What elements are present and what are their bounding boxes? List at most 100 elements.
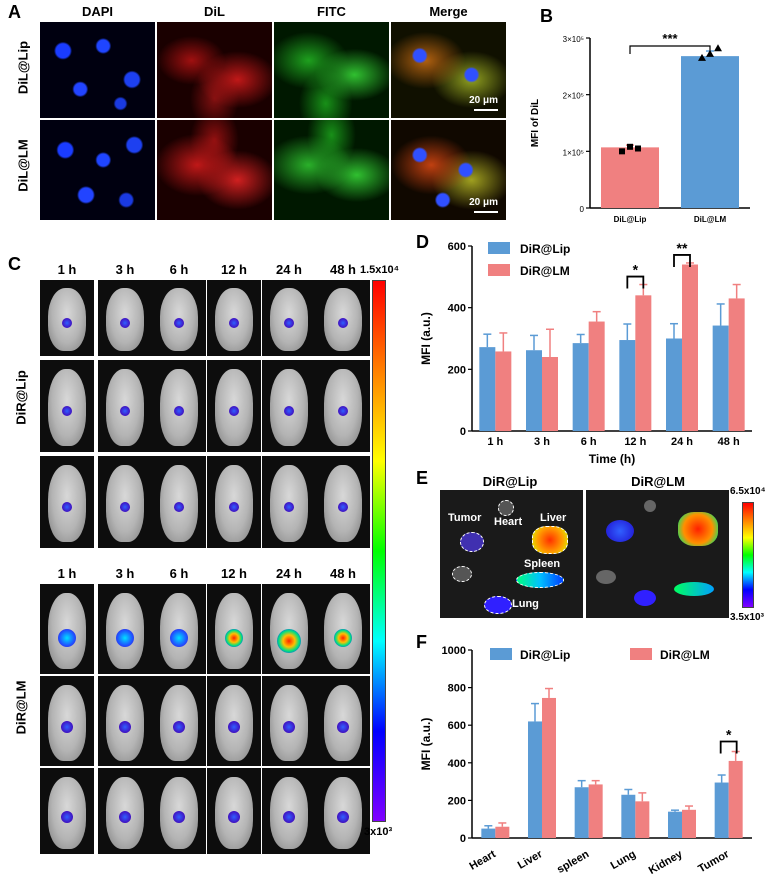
legend-swatch [630, 648, 652, 660]
image-dil-lm-merge: 20 μm [391, 120, 506, 220]
mouse-image [152, 676, 206, 766]
y-tick-label: 200 [448, 364, 466, 376]
row-head-dir-lip: DiR@Lip [13, 370, 29, 425]
y-axis-label: MFI of DiL [530, 99, 541, 147]
fluorescence-signal [338, 318, 348, 328]
mouse-image [316, 280, 370, 356]
x-tick-label: DiL@Lip [614, 215, 647, 224]
mouse-image [262, 280, 316, 356]
significance-bracket [673, 254, 691, 267]
scale-bar-label: 20 μm [469, 95, 498, 106]
y-tick-label: 600 [448, 241, 466, 253]
fluorescence-signal [284, 318, 294, 328]
image-ex-vivo-lm [586, 490, 729, 618]
timepoint-label: 48 h [329, 262, 356, 277]
mouse-image [262, 768, 316, 854]
panel-letter-b: B [540, 6, 553, 26]
legend-label: DiR@Lip [520, 648, 570, 662]
fluorescence-signal [334, 629, 352, 647]
x-tick-label: 1 h [487, 436, 503, 448]
mouse-image [40, 456, 94, 548]
y-tick-label: 3×10⁵ [563, 35, 584, 44]
y-tick-label: 200 [448, 795, 466, 807]
mouse-image [207, 360, 261, 452]
significance-label: ** [677, 240, 688, 256]
x-tick-label: 12 h [624, 436, 646, 448]
fluorescence-signal [120, 318, 130, 328]
x-tick-label: spleen [555, 848, 591, 876]
bar [574, 787, 589, 838]
mouse-image [262, 456, 316, 548]
mouse-image [207, 768, 261, 854]
x-tick-label: 24 h [671, 436, 693, 448]
mouse-image [316, 360, 370, 452]
row-head-dil-lm: DiL@LM [15, 139, 31, 192]
mouse-image [152, 768, 206, 854]
fluorescence-signal [277, 629, 301, 653]
fluorescence-signal [173, 721, 185, 733]
y-axis-label: MFI (a.u.) [419, 312, 433, 365]
fluorescence-signal [119, 721, 131, 733]
data-point [619, 148, 625, 155]
fluorescence-signal [228, 721, 240, 733]
colorbar-c [372, 280, 386, 822]
bar [481, 828, 496, 838]
label-tumor: Tumor [448, 512, 482, 524]
mouse-image [207, 676, 261, 766]
bar [714, 782, 729, 838]
chart-b: 0 1×10⁵ 2×10⁵ 3×10⁵ MFI of DiL DiL@Lip DiL@LM *… [530, 31, 750, 224]
bar [728, 760, 743, 838]
timepoint-label: 3 h [115, 262, 135, 277]
fluorescence-signal [225, 629, 243, 647]
image-dil-lm-dapi [40, 120, 155, 220]
mouse-image [152, 584, 206, 674]
bar [588, 784, 603, 838]
bar [495, 351, 512, 431]
organ-kidney [452, 566, 472, 582]
bar [495, 826, 510, 838]
bar [621, 794, 636, 838]
mouse-image [316, 584, 370, 674]
mouse-image [207, 584, 261, 674]
fluorescence-signal [174, 318, 184, 328]
bar [728, 298, 745, 431]
mouse-image [316, 676, 370, 766]
fluorescence-signal [229, 406, 239, 416]
organ-liver [532, 526, 568, 554]
label-spleen: Spleen [524, 558, 561, 570]
y-tick-label: 600 [448, 720, 466, 732]
bar [635, 801, 650, 838]
fluorescence-signal [337, 721, 349, 733]
data-point [714, 44, 722, 52]
image-ex-vivo-lip: Tumor Heart Liver Spleen Lung [440, 490, 583, 618]
colorbar-e-min: 3.5x10³ [730, 612, 764, 623]
colorbar-c-min: 3x10³ [364, 826, 393, 838]
fluorescence-signal [338, 406, 348, 416]
panel-letter-a: A [8, 2, 21, 22]
scale-bar [474, 211, 498, 213]
organ-heart-lm [644, 500, 656, 512]
x-tick-label: 3 h [534, 436, 550, 448]
timepoint-label: 48 h [329, 566, 356, 581]
mouse-image [40, 584, 94, 674]
fluorescence-signal [284, 406, 294, 416]
y-tick-label: 0 [460, 833, 466, 845]
legend-swatch [488, 242, 510, 254]
mouse-image [40, 280, 94, 356]
significance-label: * [726, 727, 732, 743]
legend-swatch [488, 264, 510, 276]
bar [526, 350, 542, 431]
x-tick-label: 6 h [581, 436, 597, 448]
fluorescence-signal [119, 811, 131, 823]
timepoint-label: 6 h [169, 566, 189, 581]
y-tick-label: 1×10⁵ [563, 148, 584, 157]
panel-letter-e: E [416, 468, 429, 488]
x-tick-label: Liver [516, 848, 545, 872]
x-axis-label: Time (h) [589, 452, 635, 466]
image-dil-lip-dapi [40, 22, 155, 118]
row-head-dil-lip: DiL@Lip [15, 40, 31, 95]
label-heart: Heart [494, 516, 523, 528]
image-dil-lm-fitc [274, 120, 389, 220]
mouse-image [98, 584, 152, 674]
fluorescence-signal [62, 318, 72, 328]
